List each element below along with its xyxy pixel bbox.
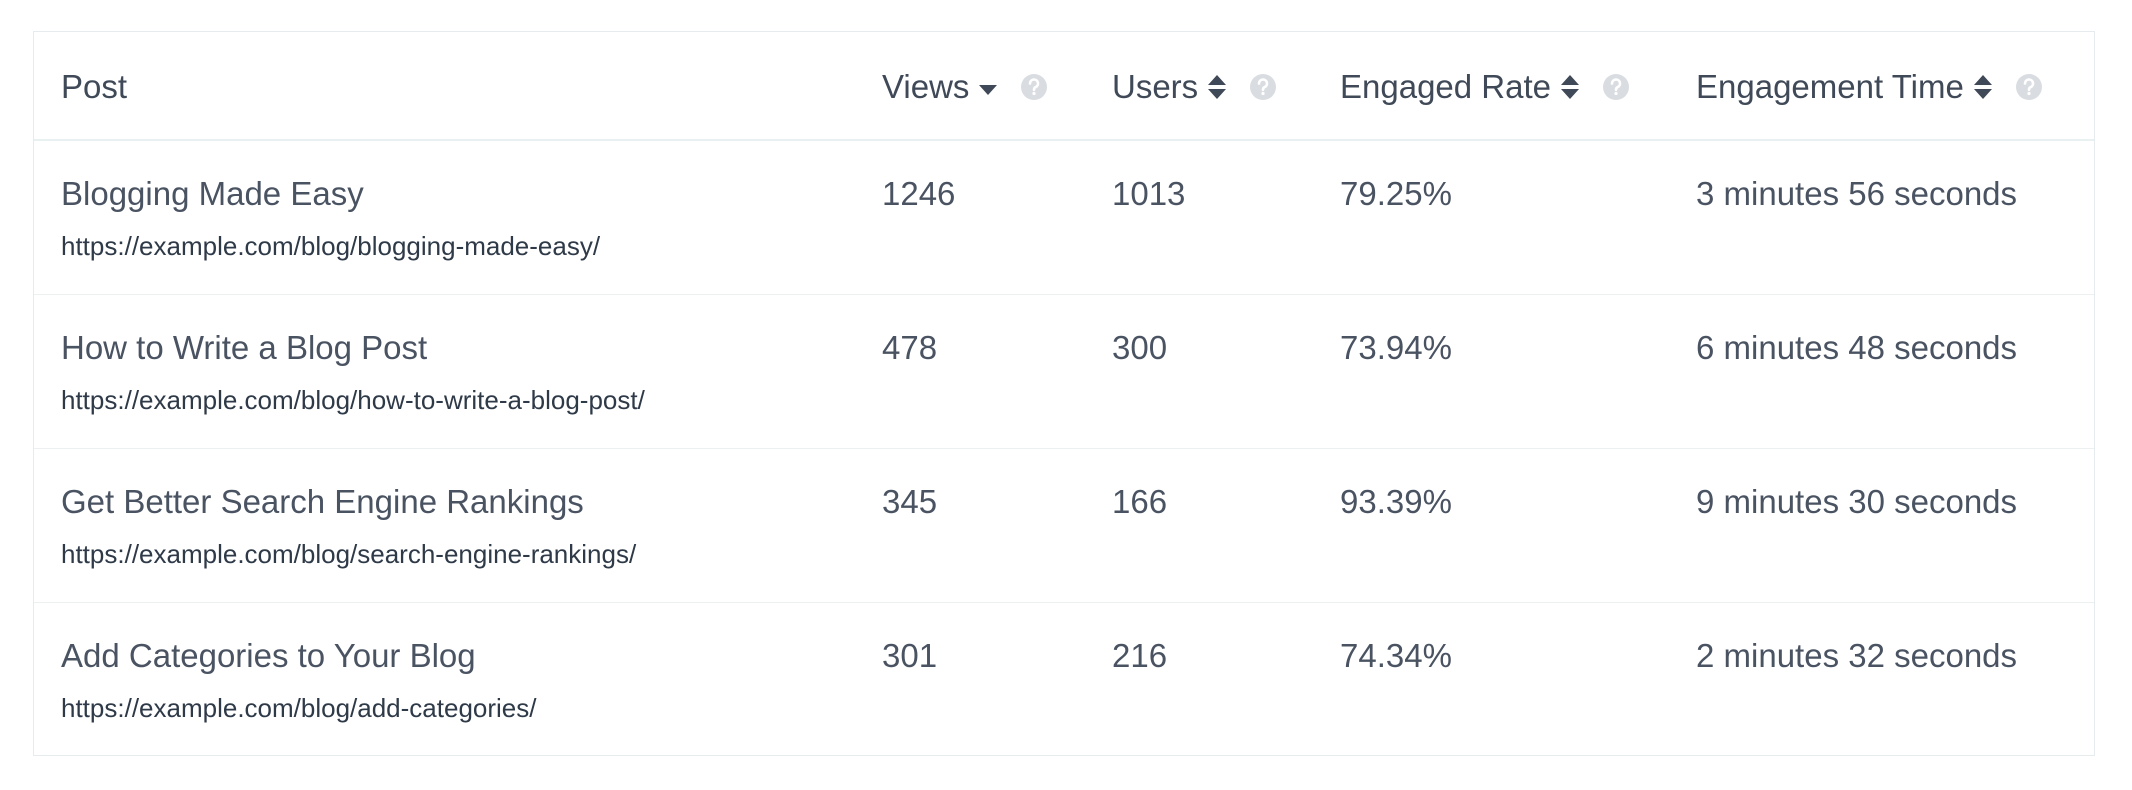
column-header[interactable]: Engaged Rate (1340, 68, 1631, 106)
column-header[interactable]: Engagement Time (1696, 68, 2044, 106)
users: 300 (1112, 329, 1168, 366)
post-title: Add Categories to Your Blog (61, 637, 476, 674)
engagement-time: 6 minutes 48 seconds (1696, 329, 2018, 366)
engagement-time: 9 minutes 30 seconds (1696, 483, 2018, 520)
post-title: How to Write a Blog Post (61, 329, 428, 366)
column-header: Post (61, 68, 127, 106)
table-row: How to Write a Blog Post https://example.… (34, 295, 2094, 449)
help-icon[interactable] (1248, 72, 1278, 102)
column-header[interactable]: Views (882, 68, 1049, 106)
help-icon[interactable] (1601, 72, 1631, 102)
sort-icon[interactable] (977, 75, 999, 99)
header-label[interactable]: Users (1112, 68, 1199, 105)
column-header[interactable]: Users (1112, 68, 1278, 106)
users: 216 (1112, 637, 1168, 674)
post-url: https://example.com/blog/how-to-write-a-… (61, 385, 645, 415)
table-header: Post Views Users Engaged Rate Engagement… (34, 32, 2094, 141)
engaged-rate: 79.25% (1340, 175, 1452, 212)
engagement-time: 2 minutes 32 seconds (1696, 637, 2018, 674)
table-row: Add Categories to Your Blog https://examp… (34, 603, 2094, 757)
help-icon[interactable] (1019, 72, 1049, 102)
engagement-time: 3 minutes 56 seconds (1696, 175, 2018, 212)
engaged-rate: 93.39% (1340, 483, 1452, 520)
table: Post Views Users Engaged Rate Engagement… (33, 31, 2095, 756)
post-title: Get Better Search Engine Rankings (61, 483, 584, 520)
views: 1246 (882, 175, 956, 212)
header-label[interactable]: Views (882, 68, 970, 105)
header-label[interactable]: Engagement Time (1696, 68, 1964, 105)
header-label: Post (61, 68, 128, 105)
post-url: https://example.com/blog/search-engine-r… (61, 539, 637, 569)
sort-icon[interactable] (1206, 72, 1228, 102)
views: 345 (882, 483, 938, 520)
views: 301 (882, 637, 938, 674)
help-icon[interactable] (2014, 72, 2044, 102)
sort-icon[interactable] (1559, 72, 1581, 102)
post-title: Blogging Made Easy (61, 175, 364, 212)
users: 1013 (1112, 175, 1186, 212)
table-row: Blogging Made Easy https://example.com/bl… (34, 141, 2094, 295)
views: 478 (882, 329, 938, 366)
sort-icon[interactable] (1972, 72, 1994, 102)
users: 166 (1112, 483, 1168, 520)
post-url: https://example.com/blog/blogging-made-e… (61, 231, 601, 261)
engaged-rate: 73.94% (1340, 329, 1452, 366)
post-url: https://example.com/blog/add-categories/ (61, 693, 537, 723)
header-label[interactable]: Engaged Rate (1340, 68, 1552, 105)
engaged-rate: 74.34% (1340, 637, 1452, 674)
table-row: Get Better Search Engine Rankings https:/… (34, 449, 2094, 603)
